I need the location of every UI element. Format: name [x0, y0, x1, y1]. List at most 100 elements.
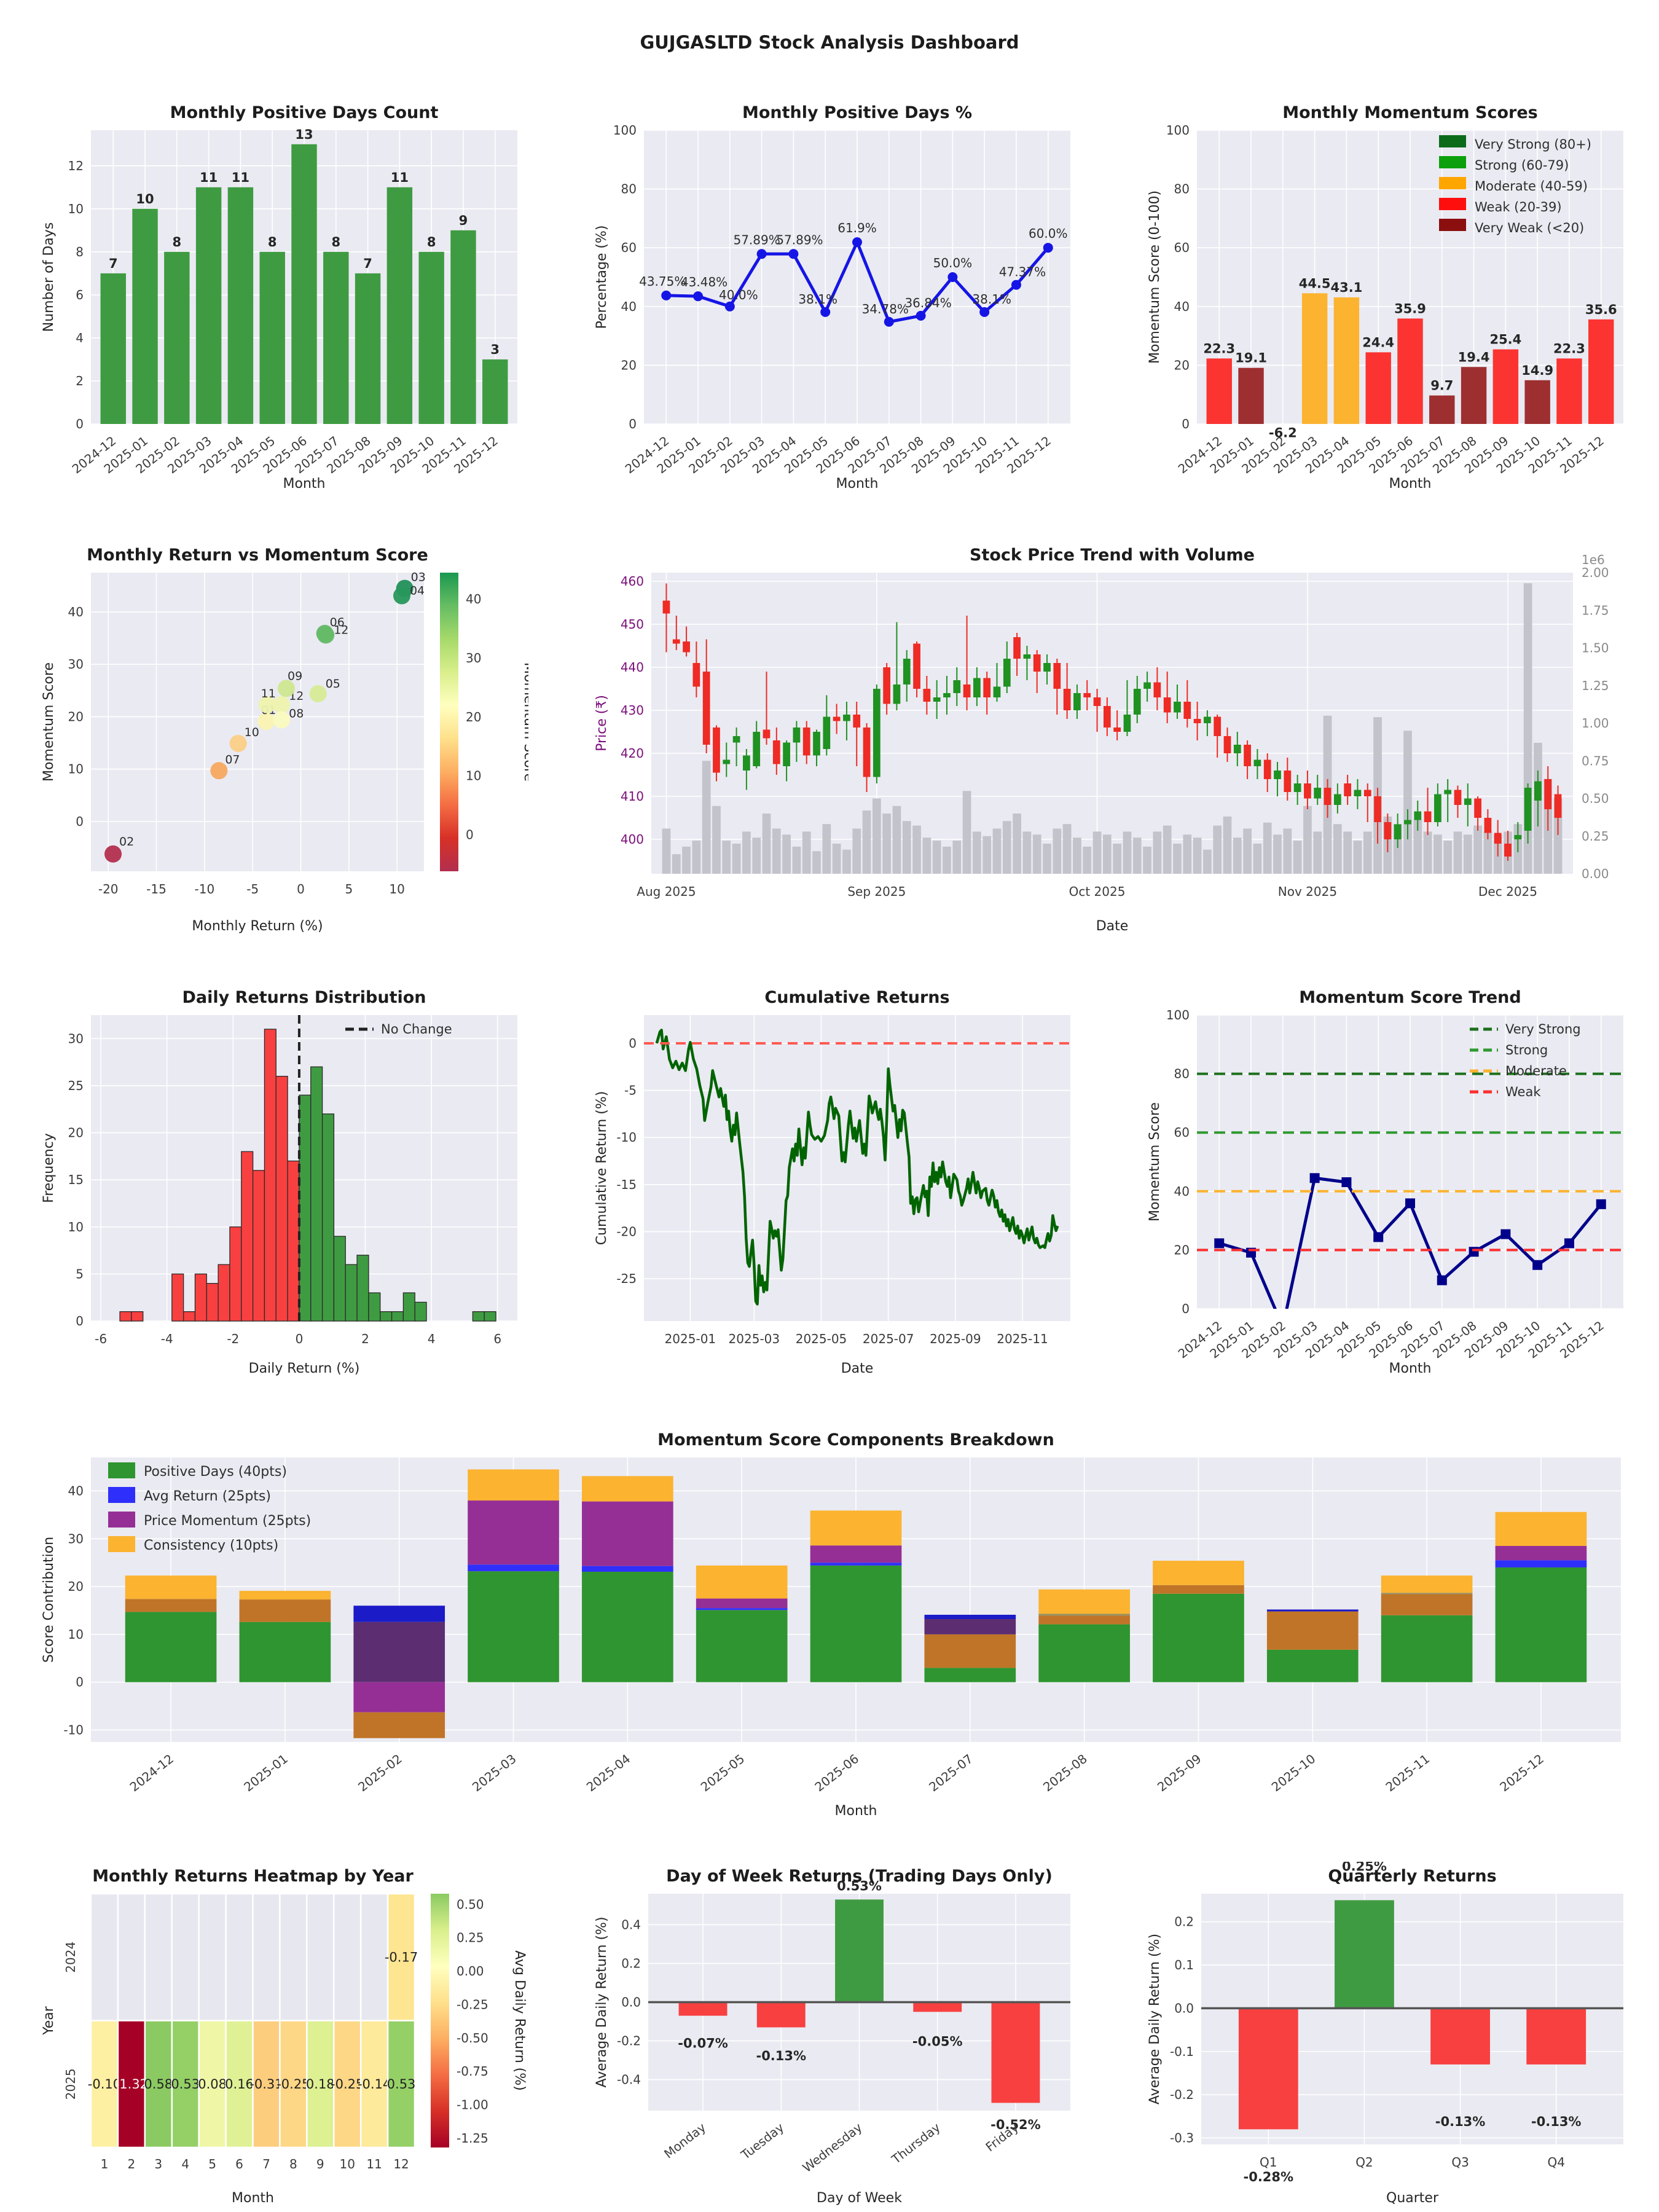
svg-text:Wednesday: Wednesday	[800, 2120, 865, 2175]
svg-text:20: 20	[68, 1126, 84, 1140]
svg-text:-1.25: -1.25	[457, 2131, 488, 2146]
svg-text:-0.50: -0.50	[457, 2031, 488, 2045]
day-of-week-returns-canvas: -0.07% -0.13% 0.53% -0.05% -0.52% Monday Tuesd…	[594, 1867, 1070, 2206]
svg-text:Monthly Returns Heatmap by Yea: Monthly Returns Heatmap by Year	[92, 1867, 414, 1886]
svg-text:-0.4: -0.4	[617, 2073, 641, 2087]
svg-text:Avg Return (25pts): Avg Return (25pts)	[144, 1489, 271, 1504]
svg-text:Q2: Q2	[1355, 2155, 1373, 2170]
svg-text:20: 20	[68, 709, 84, 724]
svg-text:4: 4	[428, 1332, 436, 1346]
svg-text:0.50: 0.50	[1582, 791, 1609, 806]
svg-text:0.08: 0.08	[198, 2077, 227, 2092]
svg-text:06: 06	[330, 616, 345, 629]
svg-text:11: 11	[391, 170, 409, 185]
svg-text:-20: -20	[616, 1224, 637, 1239]
svg-text:Monthly Return vs Momentum Sco: Monthly Return vs Momentum Score	[87, 546, 428, 565]
svg-text:-0.3: -0.3	[1170, 2130, 1194, 2145]
svg-text:Tuesday: Tuesday	[738, 2120, 787, 2163]
svg-text:09: 09	[288, 669, 302, 683]
svg-text:-25: -25	[616, 1271, 637, 1286]
svg-text:57.89%: 57.89%	[776, 232, 823, 247]
svg-text:2: 2	[361, 1332, 369, 1346]
svg-text:0.2: 0.2	[1174, 1915, 1194, 1929]
svg-text:6: 6	[493, 1332, 501, 1346]
svg-text:10: 10	[245, 726, 259, 739]
svg-text:2025-06: 2025-06	[812, 1751, 861, 1794]
svg-text:Daily Return (%): Daily Return (%)	[249, 1361, 360, 1376]
svg-text:43.48%: 43.48%	[681, 275, 728, 289]
svg-text:8: 8	[268, 235, 277, 249]
svg-text:Average Daily Return (%): Average Daily Return (%)	[1147, 1934, 1163, 2104]
chart-stock-price-trend-volume: 0.00 0.25 0.50 0.75 1.00 1.25 1.50 1.75 2.00 1e6 A…	[590, 535, 1634, 940]
svg-text:-2: -2	[227, 1332, 239, 1346]
return-vs-momentum-canvas: 12010203040506070809101112-20-15-10-5051…	[41, 546, 528, 934]
svg-text:0.53: 0.53	[387, 2077, 416, 2092]
svg-text:10: 10	[68, 1220, 84, 1234]
svg-text:25.4: 25.4	[1489, 332, 1521, 347]
svg-text:30: 30	[68, 1531, 84, 1546]
svg-text:8: 8	[173, 235, 182, 249]
svg-text:35.9: 35.9	[1394, 301, 1426, 316]
momentum-components-canvas: 2024-12 2025-01 2025-02 2025-03 2025-04 2025-…	[41, 1430, 1621, 1819]
svg-text:0: 0	[466, 828, 474, 842]
svg-text:80: 80	[1174, 182, 1190, 197]
daily-returns-distribution-canvas: -6 -4 -2 0 2 4 6 0 5 10 15 20 25 30 Daily Returns Dist…	[41, 988, 517, 1376]
chart-momentum-score-trend: 2024-12 2025-01 2025-02 2025-03 2025-04 2025-…	[1143, 977, 1634, 1382]
svg-text:10: 10	[339, 2157, 355, 2171]
svg-text:12: 12	[393, 2157, 409, 2171]
svg-text:-0.14: -0.14	[358, 2077, 391, 2092]
svg-text:20: 20	[466, 710, 481, 724]
svg-text:Weak (20-39): Weak (20-39)	[1475, 200, 1562, 214]
svg-text:8: 8	[76, 245, 84, 259]
svg-text:100: 100	[613, 123, 637, 138]
svg-text:-10: -10	[195, 882, 215, 896]
svg-text:60.0%: 60.0%	[1029, 226, 1068, 241]
svg-text:Q3: Q3	[1451, 2155, 1469, 2170]
svg-text:11: 11	[261, 687, 276, 700]
svg-text:Dec 2025: Dec 2025	[1478, 884, 1537, 899]
chart-day-of-week-returns: -0.07% -0.13% 0.53% -0.05% -0.52% Monday Tuesd…	[590, 1862, 1081, 2212]
svg-text:-0.2: -0.2	[1170, 2087, 1194, 2102]
svg-text:0: 0	[629, 1036, 637, 1051]
svg-text:04: 04	[410, 584, 425, 598]
svg-text:Cumulative Returns: Cumulative Returns	[764, 988, 949, 1007]
svg-text:Avg Daily Return (%): Avg Daily Return (%)	[512, 1950, 527, 2090]
svg-text:2025-08: 2025-08	[1040, 1751, 1090, 1794]
chart-monthly-positive-days-count: 7 10 8 11 11 8 13 8 7 11 8 9 3 2024-12 2025-01 2025-02 2…	[37, 92, 528, 498]
svg-text:2025-01: 2025-01	[665, 1332, 716, 1346]
svg-text:15: 15	[68, 1172, 84, 1187]
svg-text:12: 12	[68, 159, 84, 173]
svg-text:-0.1: -0.1	[1170, 2044, 1194, 2059]
svg-text:460: 460	[621, 574, 644, 589]
svg-text:40: 40	[621, 299, 637, 314]
svg-text:Positive Days (40pts): Positive Days (40pts)	[144, 1464, 287, 1480]
svg-text:10: 10	[389, 882, 404, 896]
svg-text:Q4: Q4	[1547, 2155, 1564, 2170]
svg-text:1e6: 1e6	[1582, 552, 1605, 567]
svg-text:11: 11	[366, 2157, 382, 2171]
svg-text:-4: -4	[161, 1332, 173, 1346]
svg-text:2025-05: 2025-05	[796, 1332, 847, 1346]
svg-text:Month: Month	[1389, 1361, 1432, 1376]
svg-text:40: 40	[1174, 299, 1190, 314]
svg-text:7: 7	[262, 2157, 270, 2171]
svg-text:80: 80	[621, 182, 637, 197]
svg-text:Sep 2025: Sep 2025	[847, 884, 906, 899]
svg-text:2025-04: 2025-04	[584, 1751, 633, 1794]
svg-text:7: 7	[363, 256, 372, 271]
svg-text:-15: -15	[616, 1177, 637, 1192]
svg-text:420: 420	[621, 746, 644, 761]
svg-text:0.1: 0.1	[1174, 1958, 1194, 1972]
svg-text:43.1: 43.1	[1331, 280, 1363, 295]
svg-text:-0.13%: -0.13%	[756, 2049, 806, 2063]
svg-text:Month: Month	[283, 476, 326, 492]
svg-text:20: 20	[621, 358, 637, 372]
svg-text:60: 60	[621, 240, 637, 255]
svg-text:35.6: 35.6	[1585, 302, 1617, 317]
svg-text:Moderate: Moderate	[1505, 1064, 1567, 1078]
svg-text:2025-07: 2025-07	[863, 1332, 914, 1346]
svg-text:Moderate (40-59): Moderate (40-59)	[1475, 179, 1588, 194]
svg-text:10: 10	[68, 1627, 84, 1642]
